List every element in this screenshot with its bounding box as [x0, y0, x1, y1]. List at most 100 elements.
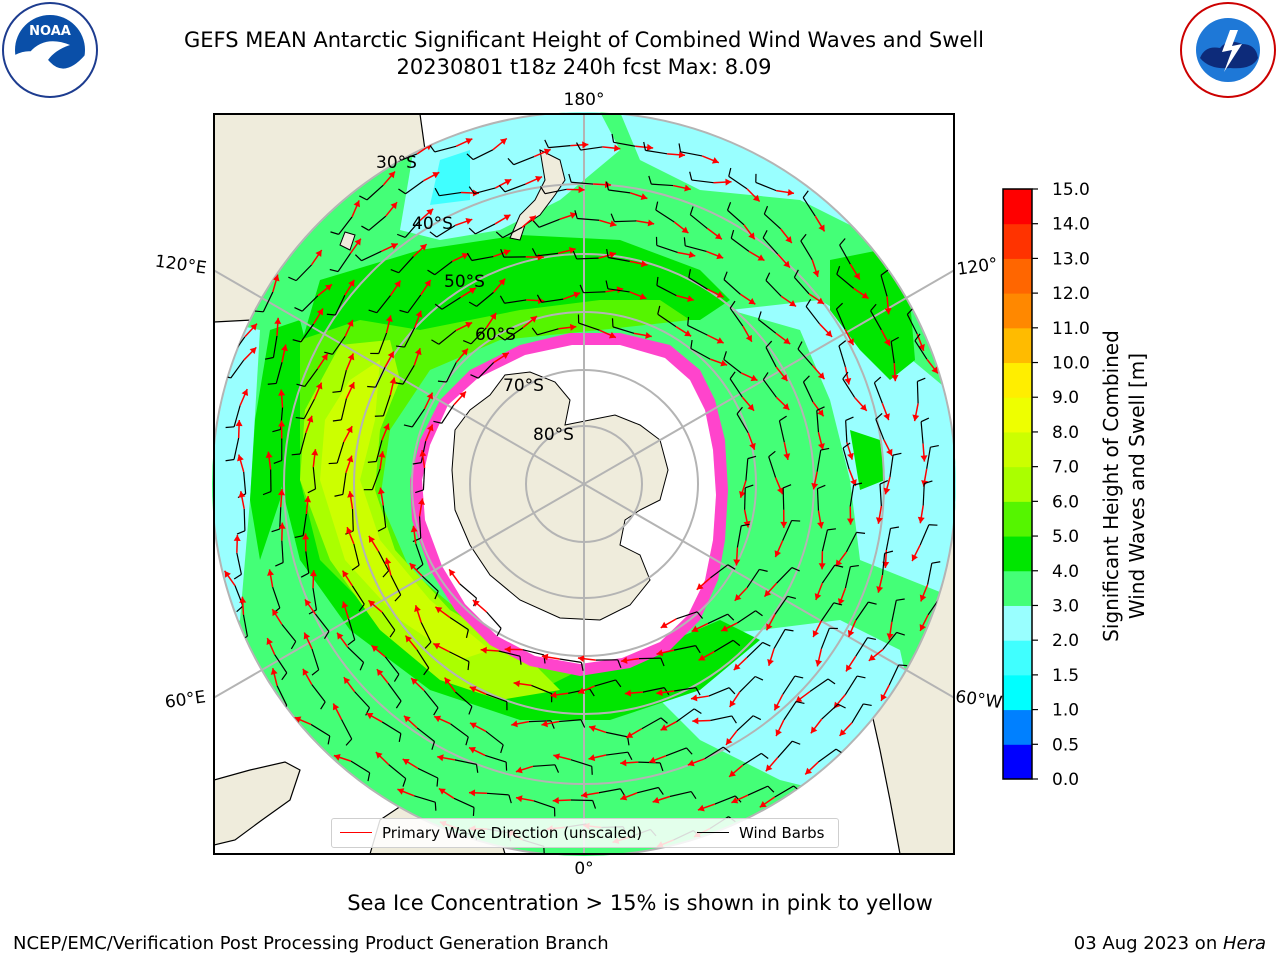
wind-barb	[334, 294, 346, 316]
wave-arrow-head	[780, 374, 788, 382]
wave-arrow-head	[385, 315, 393, 323]
wind-barb	[441, 296, 461, 310]
wind-barb-flag	[663, 687, 670, 696]
wave-arrow-head	[368, 600, 376, 607]
wave-arrow-head	[469, 722, 477, 729]
wave-arrow-head	[690, 694, 698, 702]
wind-barb	[382, 505, 387, 528]
wave-arrow-head	[468, 287, 476, 295]
wind-barb	[350, 760, 370, 774]
wave-arrow-head	[353, 200, 361, 208]
wave-arrow-head	[281, 344, 288, 352]
wind-barb	[311, 684, 326, 703]
lon-label-180: 180°	[564, 90, 605, 110]
wind-barb-flag	[468, 227, 476, 235]
wave-arrow-head	[919, 594, 927, 602]
wind-barb	[709, 564, 729, 579]
wind-barb-flag	[732, 639, 741, 647]
wind-barb-flag	[359, 195, 368, 201]
wind-barb	[541, 298, 564, 303]
wave-arrow-head	[461, 348, 468, 356]
wave-arrow-head	[640, 260, 648, 268]
wave-arrow-head	[569, 323, 577, 331]
wind-barb-flag	[290, 641, 297, 650]
wind-barb-flag	[540, 186, 546, 194]
wind-barb-flag	[532, 220, 540, 228]
wind-barb	[842, 378, 856, 398]
wind-barb-flag	[836, 302, 844, 310]
wind-barb	[745, 458, 749, 481]
wind-barb	[340, 719, 353, 740]
wave-arrow-head	[569, 212, 577, 219]
wave-arrow-head	[883, 487, 891, 495]
wave-arrow-head	[684, 330, 692, 337]
wind-barb	[889, 455, 894, 478]
wave-arrow-head	[302, 668, 309, 676]
wind-barb	[445, 362, 457, 383]
wave-arrow-head	[660, 621, 668, 628]
wave-arrow-head	[812, 270, 820, 277]
meridian-line	[214, 269, 954, 699]
wind-barb	[351, 585, 365, 605]
wind-barb	[676, 611, 698, 620]
wind-barb-flag	[397, 233, 406, 238]
wind-barb	[537, 328, 559, 336]
wind-barb	[916, 381, 919, 404]
wind-barb-flag	[879, 479, 889, 485]
wind-barb-flag	[536, 294, 543, 303]
wind-barb-flag	[762, 372, 769, 380]
wind-barb	[375, 367, 386, 388]
wind-barb-flag	[225, 426, 235, 429]
wind-barb-flag	[427, 269, 436, 276]
wind-barb	[475, 223, 496, 235]
wind-barb-flag	[403, 424, 413, 428]
wind-barb-flag	[606, 248, 609, 258]
wave-arrow-head	[541, 653, 549, 661]
wave-arrow-head	[321, 353, 328, 361]
wave-arrow-head	[469, 686, 477, 693]
wind-barb	[782, 675, 796, 695]
wave-arrow-head	[884, 308, 892, 315]
wind-barb	[608, 256, 630, 262]
wind-barb	[304, 368, 319, 387]
wind-barb	[816, 449, 822, 472]
colorbar-segment	[1003, 293, 1032, 329]
wave-arrow-head	[333, 754, 341, 761]
wind-barb-flag	[436, 777, 439, 787]
wind-barb-flag	[657, 787, 664, 795]
wave-arrow-head	[438, 788, 446, 795]
wave-arrow-head	[581, 791, 588, 799]
wind-barb-flag	[468, 301, 477, 307]
wave-arrow-head	[817, 521, 824, 529]
wind-barb	[504, 327, 524, 341]
wind-barb	[384, 656, 400, 675]
wind-barb-flag	[468, 186, 475, 194]
colorbar-segment	[1003, 327, 1032, 364]
wind-barb	[577, 217, 600, 221]
wind-barb	[533, 800, 555, 809]
wave-arrow-head	[721, 625, 729, 632]
colorbar-segment	[1003, 744, 1032, 780]
wave-arrow-head	[249, 347, 257, 355]
footer-date-text: 03 Aug 2023 on	[1073, 933, 1223, 954]
colorbar-segment	[1003, 362, 1032, 398]
wind-barb-flag	[615, 679, 622, 688]
wind-barb	[816, 410, 820, 433]
noaa-logo-text: NOAA	[29, 24, 71, 39]
wave-arrow-head	[814, 593, 822, 600]
wave-arrow-head	[613, 144, 621, 152]
wind-barb-flag	[643, 141, 647, 151]
wave-arrow-head	[347, 319, 354, 327]
wave-arrow-head	[304, 599, 312, 607]
wave-arrow-head	[405, 635, 412, 643]
wave-arrow-head	[876, 586, 884, 593]
wind-barb-flag	[358, 603, 365, 612]
wave-arrow-head	[810, 726, 818, 734]
wind-barb	[536, 252, 559, 257]
wave-arrow-head	[388, 171, 395, 179]
wind-barb-flag	[415, 489, 424, 494]
wind-barb	[605, 731, 628, 738]
new-zealand	[339, 149, 566, 251]
colorbar-segment	[1003, 605, 1032, 641]
wind-barb-flag	[842, 442, 851, 449]
